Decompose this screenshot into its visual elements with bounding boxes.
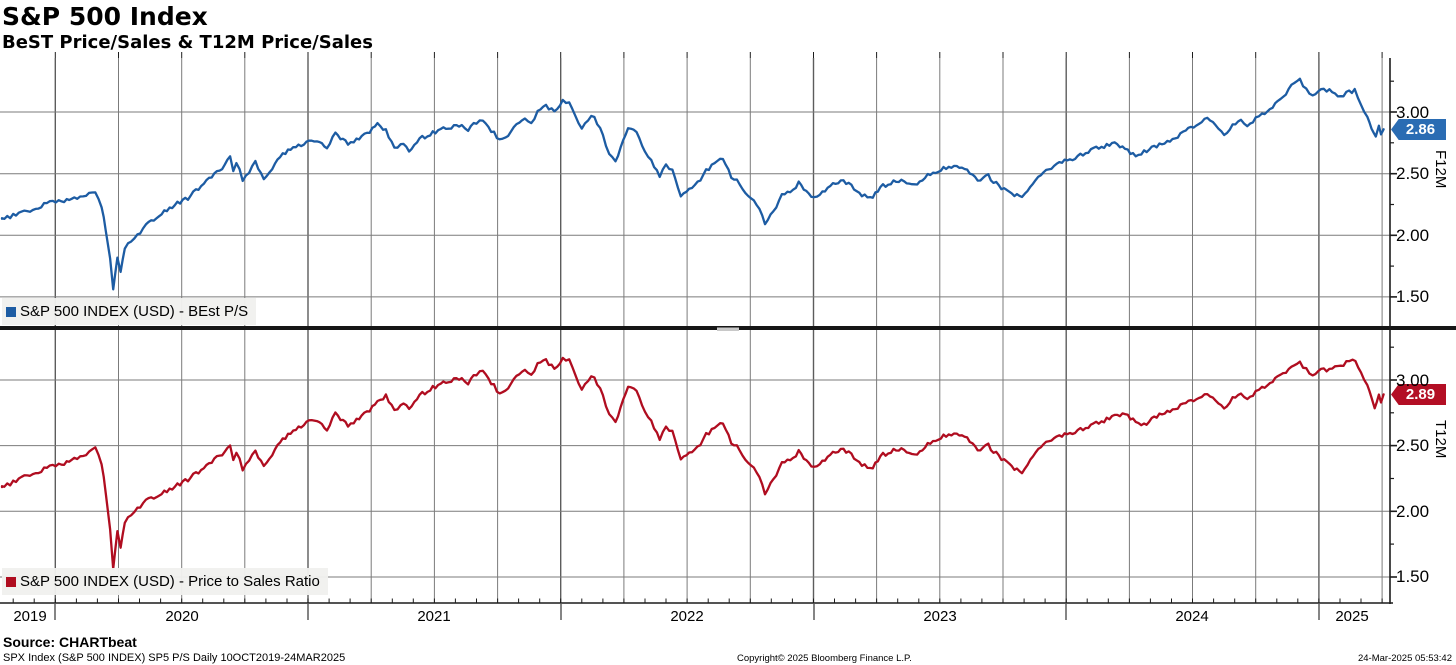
chart-title: S&P 500 Index: [2, 2, 208, 31]
series-line-best-p-s: [0, 77, 1385, 291]
source-label: Source: CHARTbeat: [3, 634, 137, 650]
last-value-badge-t12m: 2.89: [1391, 384, 1446, 405]
legend-price-to-sales[interactable]: S&P 500 INDEX (USD) - Price to Sales Rat…: [2, 568, 328, 595]
x-year-label: 2021: [417, 608, 451, 625]
series-line-price-to-sales-ratio: [0, 356, 1385, 570]
legend-best-ps[interactable]: S&P 500 INDEX (USD) - BEst P/S: [2, 298, 257, 325]
legend-label-best: S&P 500 INDEX (USD) - BEst P/S: [20, 303, 249, 320]
chart-subtitle: BeST Price/Sales & T12M Price/Sales: [2, 32, 373, 53]
copyright-label: Copyright© 2025 Bloomberg Finance L.P.: [737, 653, 912, 664]
x-year-label: 2022: [670, 608, 704, 625]
y-tick-label: 3.00: [1396, 370, 1430, 390]
y-tick-label: 1.50: [1396, 287, 1430, 307]
last-value-badge-best: 2.86: [1391, 119, 1446, 140]
x-year-label: 2019: [13, 608, 47, 625]
right-axis-title-f12m: F12M: [1432, 150, 1449, 189]
timestamp-label: 24-Mar-2025 05:53:42: [1357, 653, 1452, 664]
legend-swatch-best-icon: [6, 306, 16, 317]
x-year-label: 2025: [1335, 608, 1369, 625]
x-year-label: 2023: [923, 608, 957, 625]
y-tick-label: 2.50: [1396, 436, 1430, 456]
y-tick-label: 2.00: [1396, 225, 1430, 245]
x-year-label: 2020: [165, 608, 199, 625]
legend-swatch-t12m-icon: [6, 576, 16, 587]
security-detail-label: SPX Index (S&P 500 INDEX) SP5 P/S Daily …: [3, 652, 346, 664]
divider-handle-icon: [717, 327, 739, 331]
y-tick-label: 2.00: [1396, 501, 1430, 521]
x-year-label: 2024: [1175, 608, 1209, 625]
right-axis-title-t12m: T12M: [1432, 420, 1449, 459]
y-tick-label: 3.00: [1396, 102, 1430, 122]
legend-label-t12m: S&P 500 INDEX (USD) - Price to Sales Rat…: [20, 573, 320, 590]
y-tick-label: 2.50: [1396, 164, 1430, 184]
y-tick-label: 1.50: [1396, 567, 1430, 587]
